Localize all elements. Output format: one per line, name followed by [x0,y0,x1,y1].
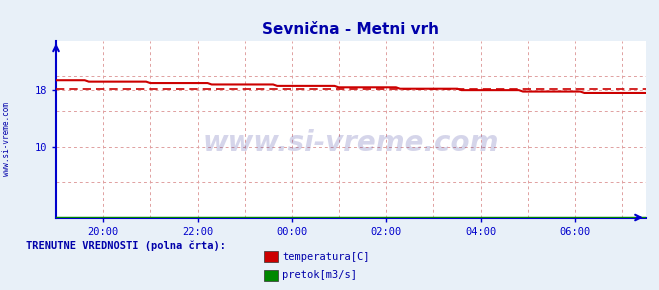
Text: pretok[m3/s]: pretok[m3/s] [282,271,357,280]
Text: www.si-vreme.com: www.si-vreme.com [203,129,499,157]
Text: www.si-vreme.com: www.si-vreme.com [2,102,11,176]
Text: TRENUTNE VREDNOSTI (polna črta):: TRENUTNE VREDNOSTI (polna črta): [26,241,226,251]
Text: temperatura[C]: temperatura[C] [282,252,370,262]
Title: Sevnična - Metni vrh: Sevnična - Metni vrh [262,22,440,37]
